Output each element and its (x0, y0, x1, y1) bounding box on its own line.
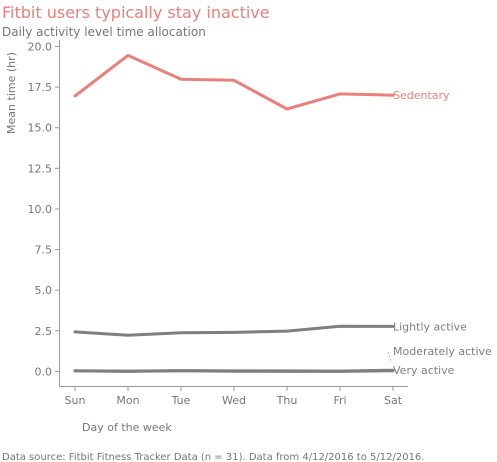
x-tick-label: Sat (384, 394, 403, 407)
series-line-very-active (73, 368, 395, 373)
moderately-active-leader-line (387, 351, 392, 363)
y-axis-label: Mean time (hr) (5, 52, 18, 134)
series-lines (73, 53, 395, 373)
y-tick-label: 7.5 (35, 244, 53, 257)
x-tick-label: Tue (171, 394, 191, 407)
x-tick-label: Mon (116, 394, 139, 407)
series-label-lightly-active: Lightly active (393, 320, 467, 333)
series-line-lightly-active (73, 324, 395, 337)
y-tick-label: 20.0 (28, 40, 53, 53)
series-labels: Sedentary Lightly active Moderately active… (387, 89, 492, 377)
y-tick-label: 0.0 (35, 365, 53, 378)
x-tick-label: Wed (222, 394, 246, 407)
x-tick-label: Fri (333, 394, 346, 407)
y-tick-label: 5.0 (35, 284, 53, 297)
data-source-note: Data source: Fitbit Fitness Tracker Data… (2, 452, 424, 462)
x-tick-label: Thu (276, 394, 298, 407)
x-tick-label: Sun (65, 394, 86, 407)
series-label-very-active: Very active (393, 364, 455, 377)
chart-subtitle: Daily activity level time allocation (2, 25, 206, 39)
y-tick-label: 15.0 (28, 122, 53, 135)
chart-title: Fitbit users typically stay inactive (2, 3, 270, 22)
series-label-sedentary: Sedentary (393, 89, 450, 102)
x-axis-label: Day of the week (82, 421, 172, 434)
y-tick-label: 17.5 (28, 81, 53, 94)
series-line-sedentary (73, 53, 395, 111)
y-tick-label: 12.5 (28, 162, 53, 175)
y-ticks: 20.0 17.5 15.0 12.5 10.0 7.5 5.0 2.5 0.0 (28, 40, 60, 378)
series-label-moderately-active: Moderately active (393, 345, 492, 358)
x-ticks: Sun Mon Tue Wed Thu Fri Sat (65, 386, 403, 407)
y-tick-label: 2.5 (35, 325, 53, 338)
y-tick-label: 10.0 (28, 203, 53, 216)
